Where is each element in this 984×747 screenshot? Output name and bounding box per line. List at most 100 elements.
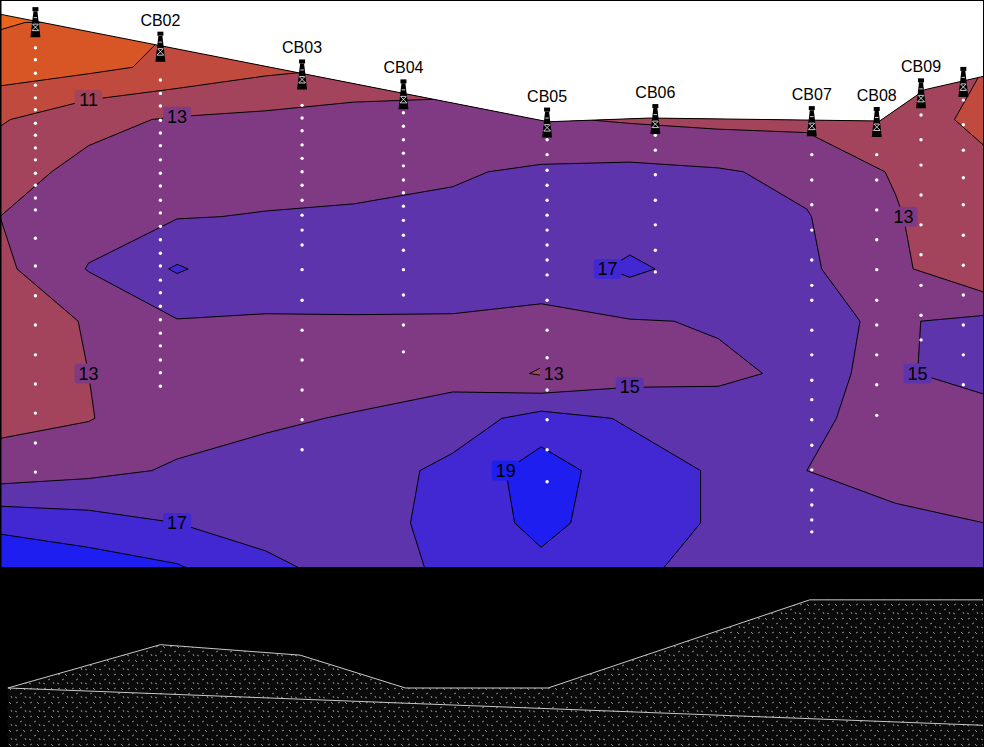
- sample-point: [402, 125, 405, 128]
- sample-point: [34, 323, 37, 326]
- sample-point: [810, 284, 813, 287]
- sample-point: [402, 178, 405, 181]
- derrick-bar: [962, 77, 966, 78]
- borehole-label: CB03: [282, 39, 322, 56]
- contour-label-patch: [163, 513, 191, 533]
- sample-point: [34, 58, 37, 61]
- contour-label-patch: [75, 364, 103, 384]
- derrick-brace: [652, 121, 659, 128]
- sample-point: [300, 243, 303, 246]
- derrick-body: [542, 112, 552, 138]
- contour-field: [0, 0, 984, 568]
- sample-point: [402, 249, 405, 252]
- contour-label: 13: [889, 207, 917, 227]
- contour-band: [0, 22, 984, 567]
- sample-point: [159, 225, 162, 228]
- contour-band: [0, 447, 581, 568]
- sample-point: [159, 252, 162, 255]
- sample-point: [159, 92, 162, 95]
- sample-point: [159, 144, 162, 147]
- sample-point: [159, 78, 162, 81]
- contour-label: 15: [904, 364, 932, 384]
- derrick-body: [650, 108, 660, 134]
- derrick-bar: [33, 24, 38, 25]
- sample-point: [159, 131, 162, 134]
- derrick-bar: [810, 116, 814, 117]
- sample-point: [654, 173, 657, 176]
- band-base: [0, 0, 984, 568]
- contour-label: 13: [75, 364, 103, 384]
- sample-point: [875, 299, 878, 302]
- sample-point: [545, 480, 548, 483]
- sample-point: [545, 299, 548, 302]
- sample-point: [159, 172, 162, 175]
- derrick-bar: [157, 55, 164, 56]
- sample-point: [545, 273, 548, 276]
- ground-surface: [0, 14, 984, 122]
- sample-point: [810, 353, 813, 356]
- sample-point: [300, 358, 303, 361]
- sample-point: [402, 234, 405, 237]
- sample-point: [34, 470, 37, 473]
- sample-point: [300, 198, 303, 201]
- derrick-body: [297, 63, 307, 89]
- sample-point: [34, 441, 37, 444]
- derrick-bar: [545, 124, 550, 125]
- derrick-bar: [874, 123, 879, 124]
- contour-line: [0, 255, 701, 568]
- rock-top-line: [8, 600, 984, 688]
- sample-point: [402, 164, 405, 167]
- sample-point: [875, 383, 878, 386]
- derrick-body: [916, 82, 926, 108]
- contour-label-patch: [492, 461, 520, 481]
- plot-frame: [1, 1, 984, 747]
- contour-line: [0, 22, 984, 567]
- derrick-brace: [157, 49, 164, 56]
- derrick-cap: [32, 7, 38, 11]
- derrick: [398, 79, 408, 109]
- derrick-cap: [544, 108, 550, 112]
- sample-point: [545, 153, 548, 156]
- sample-point: [34, 172, 37, 175]
- sample-point: [919, 113, 922, 116]
- sample-point: [962, 383, 965, 386]
- derrick-brace: [918, 95, 925, 102]
- sample-point: [919, 193, 922, 196]
- contour-label: 17: [594, 259, 622, 279]
- contour-label-patch: [75, 90, 103, 110]
- sample-point: [545, 388, 548, 391]
- sample-point: [402, 151, 405, 154]
- sample-point: [34, 72, 37, 75]
- sample-point: [34, 237, 37, 240]
- sample-point: [34, 411, 37, 414]
- sample-point: [159, 305, 162, 308]
- contour-label-patch: [594, 259, 622, 279]
- sample-point: [402, 111, 405, 114]
- sample-point: [159, 291, 162, 294]
- sample-point: [875, 323, 878, 326]
- sample-point: [159, 384, 162, 387]
- derrick-cap: [400, 79, 406, 83]
- sample-point: [300, 129, 303, 132]
- sample-point: [402, 138, 405, 141]
- contour-line: [0, 22, 984, 567]
- contour-label-text: 15: [908, 364, 928, 384]
- derrick-bar: [919, 95, 924, 96]
- sample-point: [402, 323, 405, 326]
- sample-point: [34, 294, 37, 297]
- derrick-bar: [158, 48, 163, 49]
- derrick-brace: [544, 125, 551, 132]
- contour-band: [0, 22, 984, 567]
- derrick-cap: [299, 59, 305, 63]
- derrick-bar: [809, 123, 814, 124]
- derrick: [155, 32, 165, 62]
- sample-point: [875, 208, 878, 211]
- sample-point: [962, 293, 965, 296]
- sample-point: [34, 96, 37, 99]
- borehole-label: CB09: [901, 58, 941, 75]
- sample-point: [545, 169, 548, 172]
- sample-point: [810, 488, 813, 491]
- sample-point: [919, 138, 922, 141]
- sample-point: [545, 356, 548, 359]
- borehole-label: CB06: [635, 84, 675, 101]
